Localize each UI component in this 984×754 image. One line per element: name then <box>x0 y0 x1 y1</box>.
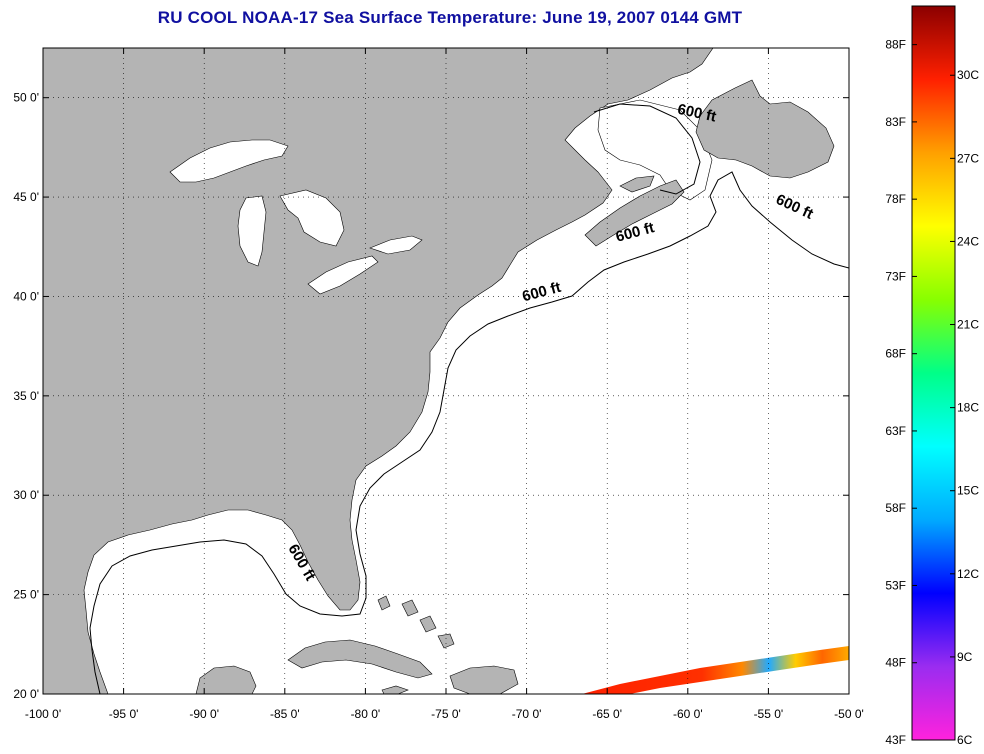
colorbar-f-label: 43F <box>885 733 906 747</box>
lake-superior <box>169 139 289 183</box>
colorbar-f-label: 68F <box>885 347 906 361</box>
lake-huron <box>279 189 345 247</box>
y-tick-label: 40 0' <box>13 289 39 303</box>
land-north-america <box>43 48 714 694</box>
colorbar-f-label: 63F <box>885 424 906 438</box>
colorbar-c-label: 12C <box>957 567 979 581</box>
colorbar-c-label: 6C <box>957 733 973 747</box>
y-tick-label: 20 0' <box>13 687 39 701</box>
colorbar-c-label: 18C <box>957 401 979 415</box>
colorbar-f-label: 88F <box>885 38 906 52</box>
colorbar-gradient <box>911 5 956 741</box>
y-tick-label: 45 0' <box>13 190 39 204</box>
axis-ticks: -100 0' -95 0' -90 0' -85 0' -80 0' -75 0' -70… <box>13 48 864 721</box>
colorbar-f-label: 73F <box>885 269 906 283</box>
y-tick-label: 30 0' <box>13 488 39 502</box>
map-title: RU COOL NOAA-17 Sea Surface Temperature:… <box>157 8 743 27</box>
x-tick-label: -65 0' <box>592 707 622 721</box>
x-tick-label: -100 0' <box>25 707 61 721</box>
land-cuba <box>287 639 433 679</box>
x-tick-label: -75 0' <box>431 707 461 721</box>
x-tick-label: -55 0' <box>754 707 784 721</box>
land-yucatan <box>195 665 257 694</box>
land-newfoundland <box>695 79 835 179</box>
x-tick-label: -80 0' <box>351 707 381 721</box>
y-tick-label: 35 0' <box>13 389 39 403</box>
land-hispaniola <box>449 665 519 694</box>
colorbar-c-label: 21C <box>957 318 979 332</box>
x-tick-label: -70 0' <box>512 707 542 721</box>
colorbar-f-label: 78F <box>885 192 906 206</box>
colorbar: 43F 48F 53F 58F 63F 68F 73F 78F 83F 88F 6C 9C 12C 15C… <box>885 5 979 747</box>
isobath-gulf-st-lawrence <box>593 103 701 195</box>
y-tick-label: 50 0' <box>13 91 39 105</box>
land-jamaica <box>381 685 409 694</box>
colorbar-f-label: 48F <box>885 656 906 670</box>
x-tick-label: -50 0' <box>834 707 864 721</box>
x-tick-label: -60 0' <box>673 707 703 721</box>
lake-michigan <box>237 195 267 267</box>
colorbar-c-label: 30C <box>957 68 979 82</box>
land-pei <box>619 175 655 193</box>
colorbar-c-label: 9C <box>957 650 973 664</box>
colorbar-c-label: 24C <box>957 234 979 248</box>
isobath-600ft <box>89 171 849 694</box>
y-tick-label: 25 0' <box>13 588 39 602</box>
lake-erie <box>307 255 379 295</box>
colorbar-c-label: 15C <box>957 484 979 498</box>
colorbar-f-label: 53F <box>885 578 906 592</box>
lake-ontario <box>369 235 423 255</box>
x-tick-label: -85 0' <box>270 707 300 721</box>
land-nova-scotia <box>584 179 685 247</box>
x-tick-label: -90 0' <box>189 707 219 721</box>
colorbar-f-label: 83F <box>885 115 906 129</box>
x-tick-label: -95 0' <box>109 707 139 721</box>
colorbar-c-label: 27C <box>957 151 979 165</box>
bahamas-islands <box>377 595 455 649</box>
sst-swath <box>582 646 849 694</box>
colorbar-f-label: 58F <box>885 501 906 515</box>
